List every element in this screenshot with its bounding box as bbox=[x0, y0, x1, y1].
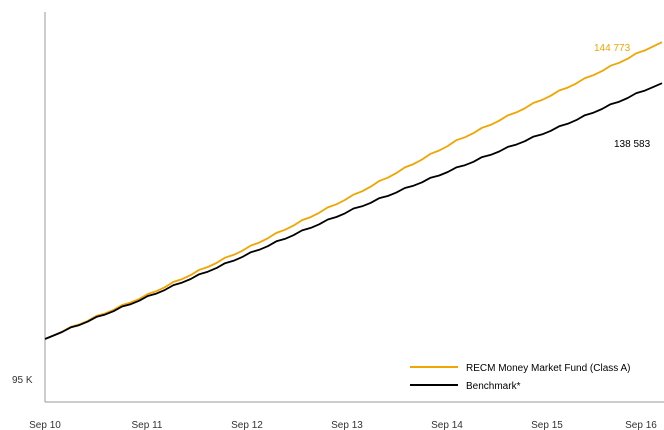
x-tick-label: Sep 10 bbox=[29, 420, 61, 430]
x-tick-label: Sep 16 bbox=[625, 420, 657, 430]
legend: RECM Money Market Fund (Class A) Benchma… bbox=[410, 363, 631, 392]
series-line-fund bbox=[44, 41, 663, 340]
x-tick-label: Sep 12 bbox=[231, 420, 263, 430]
x-tick-label: Sep 14 bbox=[431, 420, 463, 430]
end-value-label-fund: 144 773 bbox=[594, 43, 631, 54]
x-tick-label: Sep 13 bbox=[331, 420, 363, 430]
end-value-label-benchmark: 138 583 bbox=[614, 139, 651, 150]
y-tick-label: 95 K bbox=[12, 375, 33, 386]
x-tick-labels: Sep 10 Sep 11 Sep 12 Sep 13 Sep 14 Sep 1… bbox=[29, 420, 657, 430]
x-tick-label: Sep 15 bbox=[531, 420, 563, 430]
legend-label-benchmark: Benchmark* bbox=[466, 381, 521, 392]
series-line-benchmark bbox=[44, 82, 663, 340]
x-tick-label: Sep 11 bbox=[132, 420, 163, 430]
legend-label-fund: RECM Money Market Fund (Class A) bbox=[466, 363, 631, 374]
